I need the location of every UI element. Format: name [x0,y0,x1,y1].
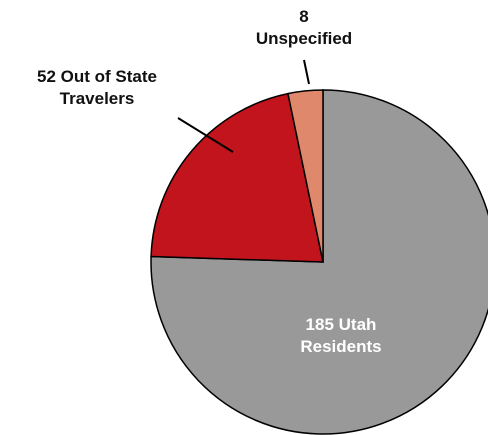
category-label: Utah Residents [300,315,382,356]
category-label: Out of State Travelers [59,67,157,108]
pie-slice [150,92,324,263]
leader-line [303,59,310,85]
value-label: 185 [305,315,334,334]
leader-line [177,117,234,153]
slice-label: 52 Out of State Travelers [17,66,177,110]
slice-label: 185 Utah Residents [271,314,411,358]
pie-slice [287,89,324,263]
value-label: 8 [299,7,309,26]
slice-label: 8 Unspecified [244,6,364,50]
slices [150,89,488,435]
category-label: Unspecified [255,29,353,48]
value-label: 52 [37,67,56,86]
